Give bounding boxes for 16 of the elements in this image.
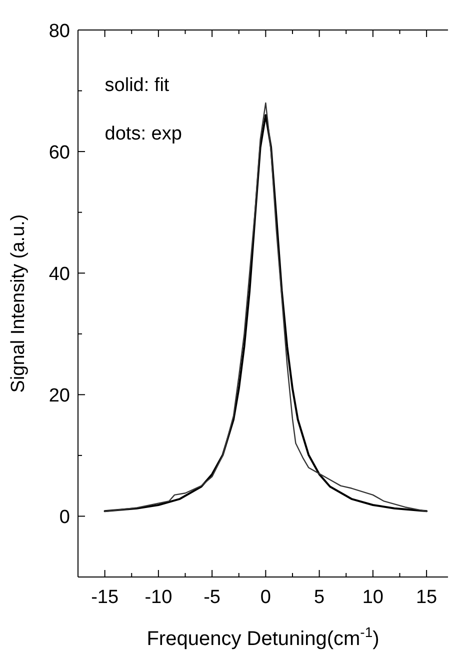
x-tick-label: 5: [314, 587, 325, 608]
annotation: solid: fit: [104, 74, 170, 96]
x-axis-title: Frequency Detuning(cm$^{-1}$): [146, 624, 380, 650]
y-tick-label: 80: [48, 21, 70, 42]
x-tick-label: -15: [91, 587, 119, 608]
x-tick-label: -10: [144, 587, 172, 608]
y-tick-label: 0: [59, 507, 70, 528]
annotation: dots: exp: [104, 123, 182, 144]
y-tick-label: 20: [48, 386, 70, 407]
y-tick-label: 60: [48, 142, 70, 164]
x-tick-label: 15: [416, 587, 438, 608]
x-tick-label: 0: [260, 587, 271, 608]
y-tick-label: 40: [48, 264, 70, 286]
y-axis-title: Signal Intensity (a.u.): [8, 214, 29, 393]
x-tick-label: -5: [204, 587, 221, 608]
x-tick-label: 10: [362, 587, 384, 608]
